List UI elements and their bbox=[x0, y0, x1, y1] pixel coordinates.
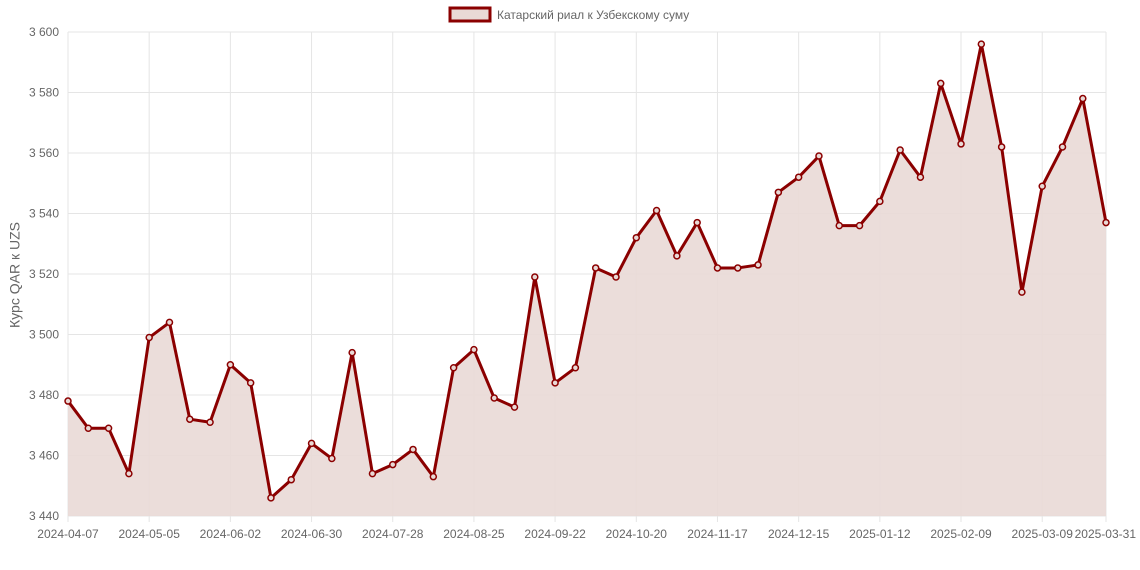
y-tick-label: 3 460 bbox=[29, 449, 59, 463]
series-area bbox=[68, 44, 1106, 516]
data-point[interactable] bbox=[551, 379, 559, 387]
data-point[interactable] bbox=[84, 424, 93, 433]
data-point[interactable] bbox=[693, 218, 701, 227]
data-point[interactable] bbox=[449, 364, 458, 372]
data-point[interactable] bbox=[754, 261, 762, 269]
data-point[interactable] bbox=[1079, 94, 1087, 103]
x-tick-label: 2024-05-05 bbox=[118, 527, 180, 541]
data-point[interactable] bbox=[916, 173, 925, 181]
y-tick-label: 3 520 bbox=[29, 267, 59, 281]
data-point[interactable] bbox=[307, 439, 316, 448]
x-tick-label: 2024-06-02 bbox=[200, 527, 262, 541]
data-point[interactable] bbox=[104, 424, 113, 433]
data-point[interactable] bbox=[612, 273, 620, 281]
y-tick-label: 3 440 bbox=[29, 509, 59, 523]
x-axis-ticks: 2024-04-07 2024-05-05 2024-06-02 2024-06-30… bbox=[37, 527, 1136, 541]
data-point[interactable] bbox=[997, 143, 1006, 151]
y-tick-label: 3 500 bbox=[29, 328, 59, 342]
y-tick-label: 3 560 bbox=[29, 146, 59, 160]
data-point[interactable] bbox=[876, 197, 884, 206]
data-point[interactable] bbox=[64, 397, 72, 405]
data-point[interactable] bbox=[734, 264, 742, 272]
data-point[interactable] bbox=[1018, 288, 1026, 296]
data-point[interactable] bbox=[774, 188, 783, 197]
data-point[interactable] bbox=[1038, 182, 1046, 191]
y-tick-label: 3 580 bbox=[29, 86, 59, 100]
data-point[interactable] bbox=[957, 140, 965, 148]
y-tick-label: 3 600 bbox=[29, 25, 59, 39]
x-tick-label: 2024-09-22 bbox=[524, 527, 586, 541]
data-point[interactable] bbox=[348, 348, 356, 357]
data-point[interactable] bbox=[815, 152, 823, 160]
y-tick-label: 3 480 bbox=[29, 388, 59, 402]
data-point[interactable] bbox=[368, 469, 377, 478]
legend-label[interactable]: Катарский риал к Узбекскому суму bbox=[497, 8, 689, 22]
x-tick-label: 2025-02-09 bbox=[930, 527, 992, 541]
data-point[interactable] bbox=[388, 460, 397, 469]
x-tick-label: 2024-06-30 bbox=[281, 527, 343, 541]
x-tick-label: 2024-04-07 bbox=[37, 527, 99, 541]
x-tick-label: 2024-08-25 bbox=[443, 527, 505, 541]
x-tick-label: 2024-12-15 bbox=[768, 527, 830, 541]
data-point[interactable] bbox=[328, 454, 336, 463]
y-axis-ticks: 3 440 3 460 3 480 3 500 3 520 3 540 3 560 3 580… bbox=[29, 25, 59, 523]
series-line bbox=[66, 42, 1108, 500]
data-point[interactable] bbox=[165, 318, 174, 327]
data-point[interactable] bbox=[1058, 143, 1067, 151]
data-point[interactable] bbox=[470, 345, 478, 354]
data-point[interactable] bbox=[246, 379, 255, 387]
data-point[interactable] bbox=[267, 494, 275, 502]
data-point[interactable] bbox=[206, 418, 214, 426]
y-tick-label: 3 540 bbox=[29, 207, 59, 221]
data-point[interactable] bbox=[896, 146, 904, 154]
data-point[interactable] bbox=[673, 252, 681, 260]
x-tick-label: 2025-03-09 bbox=[1012, 527, 1074, 541]
data-point[interactable] bbox=[936, 79, 945, 88]
data-point[interactable] bbox=[1102, 218, 1110, 227]
area-layer bbox=[68, 44, 1106, 516]
x-tick-label: 2025-03-31 bbox=[1075, 527, 1137, 541]
data-point[interactable] bbox=[632, 233, 641, 242]
data-point[interactable] bbox=[287, 475, 296, 484]
y-axis-title: Курс QAR к UZS bbox=[7, 222, 23, 328]
legend[interactable]: Катарский риал к Узбекскому суму bbox=[448, 6, 689, 23]
points-layer bbox=[64, 40, 1110, 502]
data-point[interactable] bbox=[510, 403, 519, 411]
data-point[interactable] bbox=[429, 472, 438, 481]
x-tick-label: 2024-11-17 bbox=[687, 527, 748, 541]
data-point[interactable] bbox=[571, 364, 580, 372]
data-point[interactable] bbox=[977, 40, 986, 48]
x-tick-label: 2024-07-28 bbox=[362, 527, 424, 541]
data-point[interactable] bbox=[226, 361, 235, 369]
data-point[interactable] bbox=[145, 333, 153, 342]
data-point[interactable] bbox=[652, 206, 661, 215]
data-point[interactable] bbox=[409, 445, 417, 454]
x-tick-label: 2024-10-20 bbox=[606, 527, 668, 541]
legend-swatch[interactable] bbox=[448, 6, 492, 23]
data-point[interactable] bbox=[531, 273, 539, 281]
data-point[interactable] bbox=[591, 264, 600, 272]
data-point[interactable] bbox=[713, 264, 722, 272]
data-point[interactable] bbox=[186, 415, 194, 423]
data-point[interactable] bbox=[125, 469, 133, 478]
data-point[interactable] bbox=[855, 221, 864, 230]
x-tick-label: 2025-01-12 bbox=[849, 527, 911, 541]
data-point[interactable] bbox=[835, 221, 844, 230]
data-point[interactable] bbox=[490, 394, 498, 402]
data-point[interactable] bbox=[794, 173, 803, 181]
line-layer bbox=[66, 42, 1108, 500]
